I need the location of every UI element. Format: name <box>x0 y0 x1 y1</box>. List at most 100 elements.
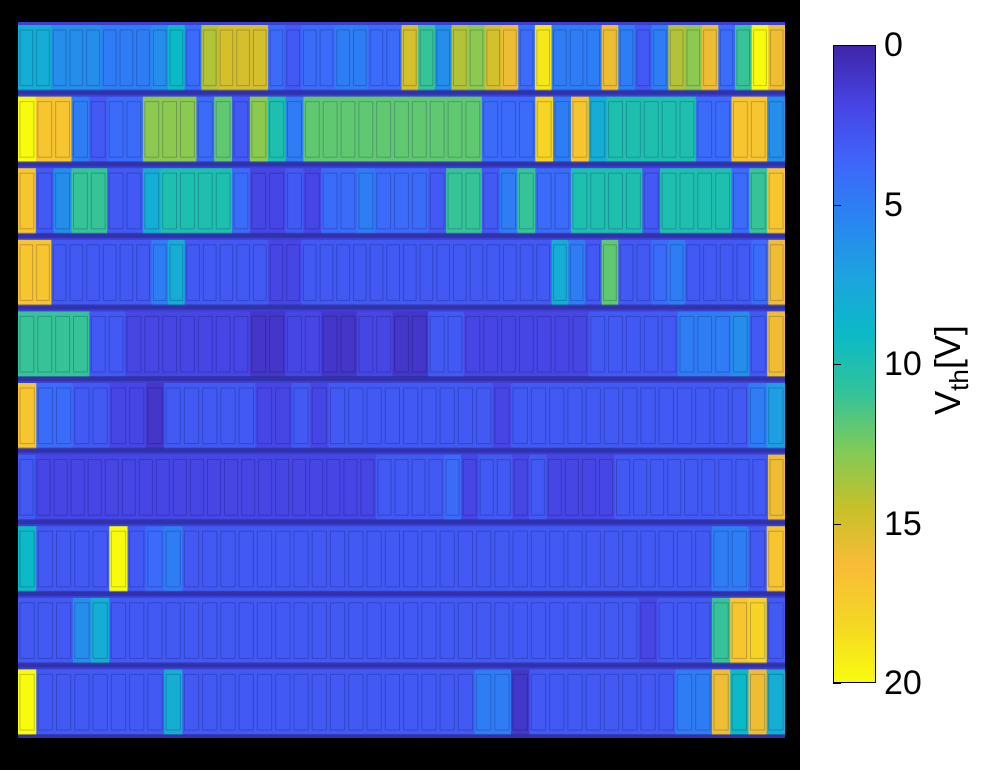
heatmap-cell <box>89 96 108 163</box>
heatmap-cell <box>72 669 92 735</box>
heatmap-cell <box>713 96 732 163</box>
heatmap-cell-pad <box>549 673 565 731</box>
heatmap-cell-pad <box>750 315 766 373</box>
heatmap-cell <box>255 597 274 664</box>
heatmap-cell <box>321 168 340 234</box>
heatmap-cell <box>446 168 465 234</box>
heatmap-cell-pad <box>52 29 67 87</box>
heatmap-cell <box>456 526 475 592</box>
heatmap-cell-pad <box>183 602 200 659</box>
heatmap-cell <box>434 25 452 91</box>
heatmap-cell-pad <box>56 387 72 445</box>
heatmap-cell <box>517 96 536 163</box>
heatmap-cell <box>651 25 669 91</box>
heatmap-cell-pad <box>251 315 267 373</box>
heatmap-cell <box>267 311 286 377</box>
heatmap-cell-pad <box>144 315 160 373</box>
heatmap-cell-pad <box>197 101 213 158</box>
heatmap-cell-pad <box>286 244 300 301</box>
heatmap-cell-pad <box>679 315 695 373</box>
heatmap-cell-pad <box>319 29 334 87</box>
heatmap-cell <box>273 597 293 664</box>
heatmap-cell <box>484 25 502 91</box>
heatmap-cell-pad <box>252 244 267 301</box>
heatmap-cell-pad <box>256 530 273 588</box>
heatmap-cell <box>638 669 658 735</box>
heatmap-cell-pad <box>19 459 34 516</box>
heatmap-cell-pad <box>457 602 474 659</box>
heatmap-cell <box>418 239 436 306</box>
heatmap-cell-pad <box>37 315 53 373</box>
heatmap-cell <box>374 311 393 377</box>
heatmap-cell-pad <box>102 244 117 301</box>
heatmap-cell-pad <box>439 673 455 731</box>
heatmap-cell-pad <box>572 101 588 158</box>
heatmap-cell <box>588 168 607 234</box>
heatmap-cell <box>341 454 360 521</box>
heatmap-cell <box>51 239 69 306</box>
colorbar-label-sub: th <box>944 369 975 391</box>
heatmap-cell-pad <box>749 602 766 659</box>
heatmap-cell <box>103 454 121 521</box>
heatmap-cell <box>68 25 85 91</box>
heatmap-cell <box>418 25 436 91</box>
heatmap-cell <box>624 168 643 234</box>
heatmap-cell <box>434 239 452 306</box>
heatmap-cell <box>711 597 731 664</box>
heatmap-cell-pad <box>56 530 72 588</box>
heatmap-cell <box>218 526 238 592</box>
heatmap-cell <box>237 526 256 592</box>
heatmap-cell-pad <box>238 602 254 659</box>
row-separator <box>18 447 785 453</box>
heatmap-cell <box>109 526 128 592</box>
heatmap-cell-pad <box>348 602 364 659</box>
heatmap-cell-pad <box>585 673 601 731</box>
heatmap-cell <box>733 454 752 521</box>
heatmap-cell <box>34 239 52 306</box>
heatmap-cell <box>118 25 136 91</box>
heatmap-cell <box>642 96 661 163</box>
heatmap-cell-pad <box>750 101 766 158</box>
heatmap-cell-pad <box>36 29 50 87</box>
heatmap-cell-pad <box>309 459 324 516</box>
heatmap-cell-pad <box>293 387 309 445</box>
heatmap-cell-pad <box>436 29 451 87</box>
heatmap-cell <box>748 669 768 735</box>
heatmap-cell-pad <box>749 530 766 588</box>
heatmap-cell-pad <box>547 459 562 516</box>
heatmap-cell <box>145 669 165 735</box>
heatmap-cell <box>232 168 251 234</box>
heatmap-cell-pad <box>549 387 565 445</box>
heatmap-cell <box>109 383 128 449</box>
heatmap-cell-pad <box>715 101 730 158</box>
heatmap-cell-pad <box>447 172 463 230</box>
heatmap-cell <box>53 96 72 163</box>
heatmap-cell-pad <box>121 459 136 516</box>
heatmap-cell <box>419 526 439 592</box>
heatmap-cell <box>71 96 90 163</box>
heatmap-cell <box>602 526 621 592</box>
heatmap-cell-pad <box>126 172 142 230</box>
heatmap-cell-pad <box>769 29 784 87</box>
heatmap-cell-pad <box>679 101 695 158</box>
heatmap-cell <box>463 168 483 234</box>
heatmap-cell-pad <box>479 459 494 516</box>
heatmap-cell-pad <box>69 244 84 301</box>
heatmap-cell-pad <box>494 530 510 588</box>
heatmap-cell-pad <box>469 29 484 87</box>
heatmap-cell-pad <box>536 244 551 301</box>
heatmap-cell <box>321 96 340 163</box>
heatmap-cell-pad <box>269 172 285 230</box>
heatmap-cell-pad <box>732 101 748 158</box>
heatmap-cell <box>401 383 421 449</box>
heatmap-cell <box>570 96 590 163</box>
heatmap-cell-pad <box>768 172 784 230</box>
heatmap-cell-pad <box>676 387 693 445</box>
heatmap-cell-pad <box>394 172 409 230</box>
heatmap-cell-pad <box>110 530 127 588</box>
heatmap-cell-pad <box>286 29 300 87</box>
heatmap-cell <box>748 526 768 592</box>
heatmap-cell-pad <box>269 244 284 301</box>
heatmap-cell <box>196 96 215 163</box>
row-separator <box>18 304 785 310</box>
